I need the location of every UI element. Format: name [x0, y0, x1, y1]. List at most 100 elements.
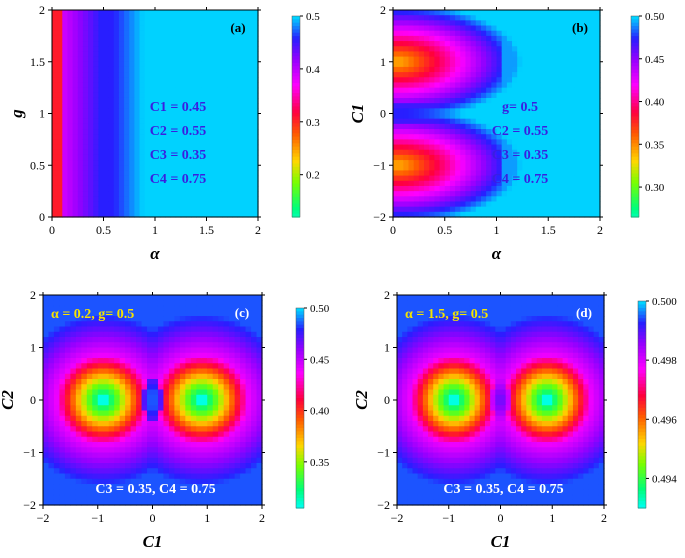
heatmap-cell	[108, 447, 115, 454]
heatmap-cell	[563, 160, 570, 166]
heatmap-cell	[113, 165, 120, 172]
heatmap-cell	[134, 144, 141, 151]
heatmap-cell	[67, 61, 74, 68]
heatmap-cell	[155, 20, 161, 27]
heatmap-cell	[70, 316, 77, 322]
heatmap-cell	[579, 103, 586, 109]
heatmap-cell	[527, 191, 534, 197]
heatmap-cell	[501, 25, 508, 32]
heatmap-cell	[532, 175, 539, 182]
heatmap-cell	[130, 463, 137, 469]
heatmap-cell	[57, 123, 63, 130]
heatmap-cell	[501, 77, 508, 84]
heatmap-cell	[548, 191, 555, 197]
heatmap-cell	[413, 103, 420, 109]
heatmap-cell	[480, 108, 487, 115]
heatmap-cell	[418, 160, 425, 166]
heatmap-cell	[108, 180, 115, 187]
heatmap-cell	[125, 316, 132, 322]
heatmap-cell	[574, 144, 580, 151]
heatmap-cell	[125, 473, 132, 480]
heatmap-cell	[201, 87, 208, 94]
heatmap-cell	[579, 134, 586, 140]
heatmap-cell	[486, 144, 492, 151]
heatmap-cell	[553, 87, 560, 94]
heatmap-cell	[93, 35, 99, 42]
colorbar-segment	[631, 96, 639, 101]
heatmap-cell	[62, 87, 69, 94]
heatmap-cell	[175, 92, 182, 99]
heatmap-cell	[179, 373, 186, 380]
heatmap-cell	[98, 87, 105, 94]
heatmap-cell	[196, 442, 203, 448]
heatmap-cell	[103, 191, 110, 197]
heatmap-cell	[149, 72, 156, 78]
colorbar-segment	[292, 160, 300, 164]
heatmap-cell	[501, 87, 508, 94]
heatmap-cell	[251, 316, 258, 322]
heatmap-cell	[125, 331, 132, 338]
heatmap-cell	[75, 295, 82, 301]
heatmap-cell	[103, 154, 110, 161]
heatmap-cell	[179, 431, 186, 438]
heatmap-cell	[168, 352, 175, 359]
heatmap-cell	[129, 10, 135, 16]
heatmap-cell	[155, 30, 161, 37]
heatmap-cell	[124, 77, 130, 84]
heatmap-cell	[108, 373, 115, 380]
heatmap-cell	[57, 15, 63, 21]
heatmap-cell	[97, 473, 104, 480]
heatmap-cell	[242, 25, 249, 32]
heatmap-cell	[465, 35, 472, 42]
heatmap-cell	[190, 452, 197, 459]
heatmap-cell	[196, 211, 202, 218]
heatmap-cell	[179, 468, 186, 475]
heatmap-cell	[149, 211, 156, 218]
heatmap-cell	[180, 72, 187, 78]
heatmap-cell	[232, 92, 238, 99]
heatmap-cell	[168, 415, 175, 422]
heatmap-cell	[212, 389, 219, 396]
heatmap-cell	[424, 82, 430, 89]
heatmap-cell	[434, 72, 441, 78]
heatmap-cell	[240, 310, 247, 317]
heatmap-cell	[53, 373, 61, 380]
heatmap-cell	[424, 56, 430, 63]
heatmap-cell	[223, 300, 230, 307]
heatmap-cell	[594, 87, 601, 94]
heatmap-cell	[245, 400, 252, 406]
heatmap-cell	[114, 447, 121, 454]
heatmap-cell	[191, 206, 197, 213]
heatmap-cell	[147, 489, 154, 496]
heatmap-cell	[242, 154, 249, 161]
heatmap-cell	[168, 342, 175, 349]
heatmap-cell	[579, 201, 586, 208]
heatmap-cell	[563, 97, 570, 104]
heatmap-cell	[155, 144, 161, 151]
heatmap-cell	[48, 463, 55, 469]
heatmap-cell	[64, 305, 71, 312]
heatmap-cell	[81, 384, 88, 391]
heatmap-cell	[113, 118, 120, 125]
heatmap-cell	[179, 447, 186, 454]
heatmap-cell	[403, 139, 410, 146]
heatmap-cell	[43, 405, 50, 412]
heatmap-cell	[179, 494, 186, 501]
heatmap-cell	[119, 316, 126, 322]
heatmap-cell	[134, 30, 141, 37]
heatmap-cell	[455, 211, 461, 218]
heatmap-cell	[157, 363, 165, 370]
heatmap-cell	[201, 405, 208, 412]
heatmap-cell	[103, 300, 110, 307]
heatmap-cell	[211, 113, 218, 120]
heatmap-cell	[170, 118, 177, 125]
heatmap-cell	[149, 35, 156, 42]
heatmap-cell	[103, 196, 110, 203]
heatmap-cell	[211, 20, 218, 27]
heatmap-cell	[168, 473, 175, 480]
heatmap-cell	[251, 494, 258, 501]
heatmap-cell	[97, 389, 104, 396]
heatmap-cell	[124, 35, 130, 42]
heatmap-cell	[242, 134, 249, 140]
heatmap-cell	[88, 144, 94, 151]
